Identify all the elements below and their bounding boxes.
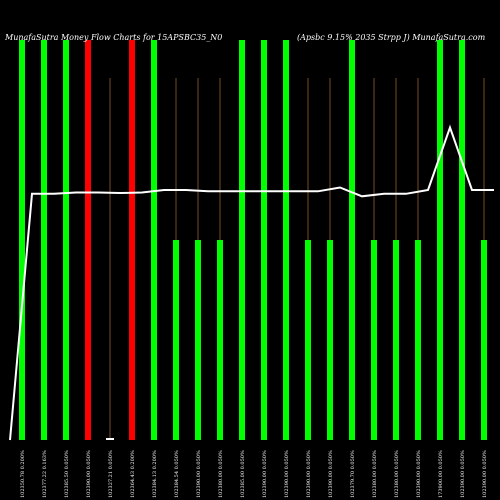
x-tick-label: 102390.00 0.050% xyxy=(284,450,290,498)
bar-3 xyxy=(63,40,69,440)
bar-16 xyxy=(349,40,355,440)
bar-12 xyxy=(261,40,267,440)
bar-11 xyxy=(239,40,245,440)
x-tick-label: 102364.43 0.200% xyxy=(130,450,136,498)
chart-title-right: (Apsbc 9.15% 2035 Strpp J) MunafaSutra.c… xyxy=(297,33,486,42)
bar-9 xyxy=(195,240,201,440)
chart-title-left: MunafaSutra Money Flow Charts for 15APSB… xyxy=(4,33,222,42)
x-tick-label: 102385.50 0.050% xyxy=(64,450,70,498)
x-tick-label: 102379.70 0.050% xyxy=(350,450,356,498)
bar-10 xyxy=(217,240,223,440)
x-tick-label: 102390.00 0.050% xyxy=(460,450,466,498)
bars xyxy=(19,40,487,440)
x-tick-label: 102390.00 0.050% xyxy=(416,450,422,498)
x-tick-labels: 102350.78 0.200% 102377.22 0.163% 102385.5… xyxy=(20,450,488,498)
bar-14 xyxy=(305,240,311,440)
bar-18 xyxy=(393,240,399,440)
bar-6 xyxy=(129,40,135,440)
bar-5 xyxy=(106,438,114,440)
x-tick-label: 102350.78 0.200% xyxy=(20,450,26,498)
x-tick-label: 102384.13 0.200% xyxy=(152,450,158,498)
x-tick-label: 173900.00 0.050% xyxy=(438,450,444,498)
x-tick-label: 102390.00 0.050% xyxy=(86,450,92,498)
x-tick-label: 102385.00 0.050% xyxy=(240,450,246,498)
x-tick-label: 102390.00 0.050% xyxy=(328,450,334,498)
bar-21 xyxy=(459,40,465,440)
bar-15 xyxy=(327,240,333,440)
x-tick-label: 102327.21 0.050% xyxy=(108,450,114,498)
x-tick-label: 102380.00 0.050% xyxy=(372,450,378,498)
bar-13 xyxy=(283,40,289,440)
price-line xyxy=(9,124,494,441)
x-tick-label: 102390.00 0.050% xyxy=(196,450,202,498)
bar-8 xyxy=(173,240,179,440)
bar-19 xyxy=(415,240,421,440)
x-tick-label: 102380.00 0.050% xyxy=(218,450,224,498)
x-tick-label: 102380.00 0.050% xyxy=(394,450,400,498)
bar-2 xyxy=(41,40,47,440)
bar-22 xyxy=(481,240,487,440)
x-tick-label: 102390.00 0.050% xyxy=(482,450,488,498)
bar-20 xyxy=(437,40,443,440)
x-tick-label: 102390.00 0.050% xyxy=(306,450,312,498)
x-tick-label: 102384.54 0.050% xyxy=(174,450,180,498)
bar-4 xyxy=(85,40,91,440)
bar-7 xyxy=(151,40,157,440)
bar-17 xyxy=(371,240,377,440)
x-tick-label: 102390.00 0.050% xyxy=(262,450,268,498)
x-tick-label: 102377.22 0.163% xyxy=(42,450,48,498)
bar-1 xyxy=(19,40,25,440)
